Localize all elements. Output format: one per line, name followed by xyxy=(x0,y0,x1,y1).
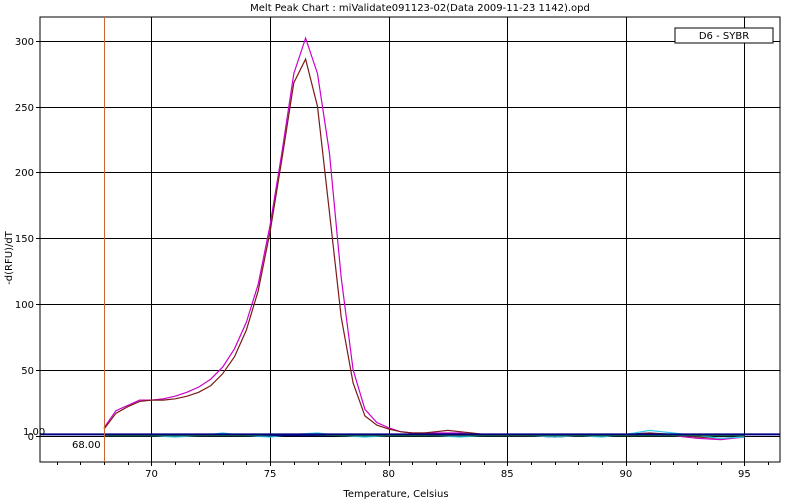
x-axis-label: Temperature, Celsius xyxy=(342,489,448,500)
y-tick-label: 300 xyxy=(15,37,34,48)
x-tick-label: 90 xyxy=(619,469,632,480)
x-tick-label: 95 xyxy=(738,469,751,480)
y-tick-label: 0 xyxy=(28,432,34,443)
overlays xyxy=(40,17,780,462)
cursor-temperature-label: 68.00 xyxy=(72,440,101,451)
legend-box xyxy=(674,27,774,44)
x-tick-label: 70 xyxy=(145,469,158,480)
y-tick-label: 50 xyxy=(21,366,34,377)
y-tick-label: 200 xyxy=(15,168,34,179)
grid xyxy=(39,16,781,463)
chart-title: Melt Peak Chart : miValidate091123-02(Da… xyxy=(250,3,590,14)
x-tick-label: 75 xyxy=(264,469,277,480)
threshold-value-label: 1.00 xyxy=(23,427,45,438)
y-tick-label: 100 xyxy=(15,300,34,311)
y-axis-label: -d(RFU)/dT xyxy=(4,230,15,284)
series-line-green xyxy=(104,433,745,437)
y-tick-label: 150 xyxy=(15,234,34,245)
legend: D6 - SYBR xyxy=(674,27,774,44)
x-tick-label: 80 xyxy=(382,469,395,480)
legend-entry: D6 - SYBR xyxy=(699,31,749,42)
plot-frame xyxy=(39,16,781,463)
x-tick-label: 85 xyxy=(501,469,514,480)
axes: 70 75 80 85 90 95 0 50 100 150 200 250 300 xyxy=(15,37,769,480)
y-tick-label: 250 xyxy=(15,103,34,114)
